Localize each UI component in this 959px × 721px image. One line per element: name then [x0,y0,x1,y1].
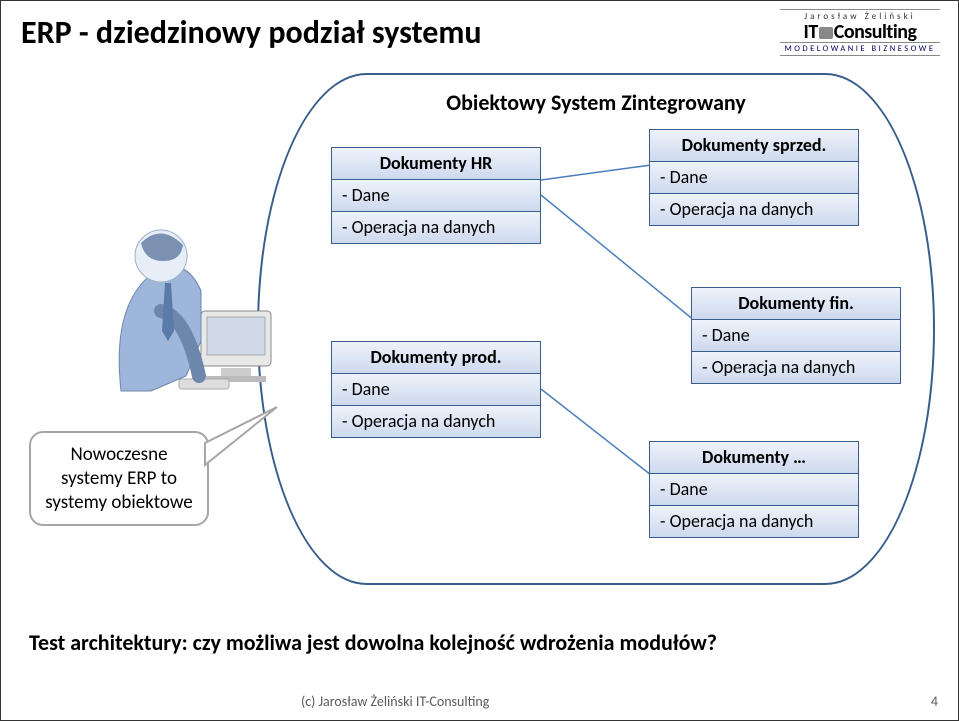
logo-it: IT [804,20,818,44]
callout-note: Nowoczesne systemy ERP to systemy obiekt… [29,431,209,526]
module-etc-row-0: - Dane [649,474,859,506]
module-hr-row-1: - Operacja na danych [331,212,541,244]
module-sprzed-header: Dokumenty sprzed. [649,129,859,162]
callout-line-0: Nowoczesne [45,443,193,467]
module-fin: Dokumenty fin. - Dane - Operacja na dany… [691,287,901,384]
bubble-title: Obiektowy System Zintegrowany [259,89,933,116]
callout-line-1: systemy ERP to [45,467,193,491]
module-sprzed-row-0: - Dane [649,162,859,194]
module-etc: Dokumenty … - Dane - Operacja na danych [649,441,859,538]
logo-dash-icon [819,27,833,39]
module-sprzed-row-1: - Operacja na danych [649,194,859,226]
module-fin-row-1: - Operacja na danych [691,352,901,384]
logo-brand: IT Consulting [780,22,940,42]
module-etc-row-1: - Operacja na danych [649,506,859,538]
logo-tagline: MODELOWANIE BIZNESOWE [780,42,940,56]
module-prod: Dokumenty prod. - Dane - Operacja na dan… [331,341,541,438]
logo: Jarosław Żeliński ITConsulting MODELOWAN… [780,9,940,56]
module-hr-row-0: - Dane [331,180,541,212]
module-sprzed: Dokumenty sprzed. - Dane - Operacja na d… [649,129,859,226]
slide: ERP - dziedzinowy podział systemu Jarosł… [0,0,959,721]
module-fin-header: Dokumenty fin. [691,287,901,320]
module-prod-row-1: - Operacja na danych [331,406,541,438]
footer-page-number: 4 [931,693,938,710]
footer-copyright: (c) Jarosław Żeliński IT-Consulting [301,693,489,710]
module-fin-row-0: - Dane [691,320,901,352]
module-hr-header: Dokumenty HR [331,147,541,180]
module-prod-header: Dokumenty prod. [331,341,541,374]
module-etc-header: Dokumenty … [649,441,859,474]
callout-line-2: systemy obiektowe [45,491,193,515]
test-architecture-text: Test architektury: czy możliwa jest dowo… [29,629,938,656]
module-hr: Dokumenty HR - Dane - Operacja na danych [331,147,541,244]
page-title: ERP - dziedzinowy podział systemu [21,13,482,52]
person-at-computer-icon [91,201,281,401]
module-prod-row-0: - Dane [331,374,541,406]
logo-consulting: Consulting [834,20,917,44]
